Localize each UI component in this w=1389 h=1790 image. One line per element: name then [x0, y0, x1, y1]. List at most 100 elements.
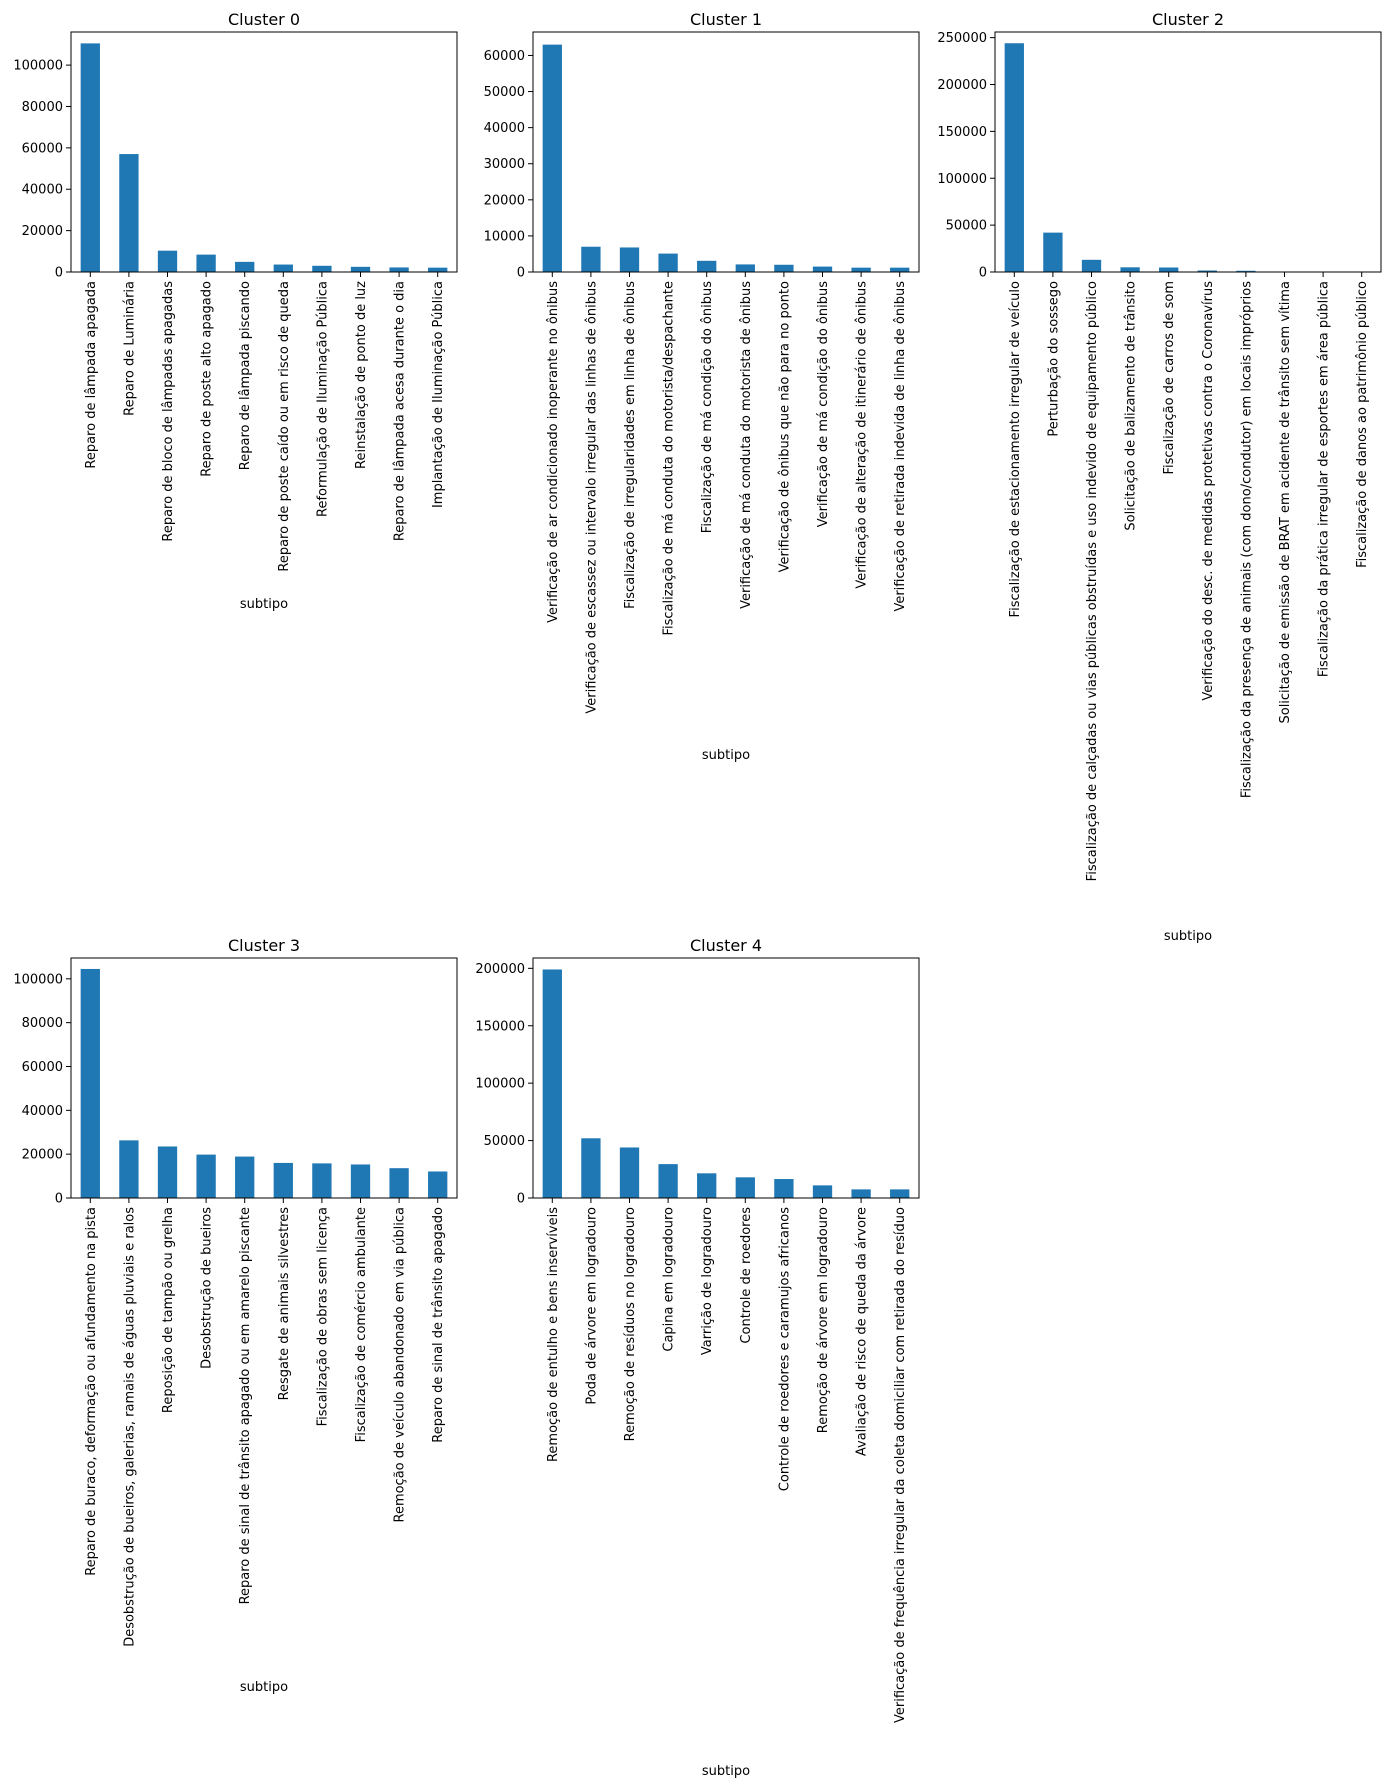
bar [619, 247, 640, 272]
x-tick-label: Verificação de má condição do ônibus [816, 281, 831, 528]
x-tick-label: Reinstalação de ponto de luz [354, 281, 369, 469]
x-tick-label: Reparo de poste alto apagado [200, 281, 215, 477]
x-tick-label: Avaliação de risco de queda da árvore [855, 1207, 870, 1456]
bar [196, 1154, 216, 1198]
bar [542, 44, 562, 272]
x-tick-label: Reposição de tampão ou grelha [161, 1207, 176, 1413]
y-tick-label: 80000 [22, 1016, 63, 1031]
x-tick-label: Reparo de buraco, deformação ou afundame… [84, 1207, 99, 1576]
x-tick-label: Reparo de sinal de trânsito apagado [431, 1207, 446, 1443]
x-tick-label: Reparo de bloco de lâmpadas apagadas [161, 281, 176, 542]
y-tick-label: 60000 [22, 1060, 63, 1075]
bar [735, 264, 755, 272]
y-tick-label: 100000 [13, 972, 63, 987]
x-tick-label: Perturbação do sossego [1046, 281, 1061, 437]
bar [697, 260, 717, 272]
bar [428, 267, 448, 272]
x-tick-label: Poda de árvore em logradouro [584, 1207, 599, 1405]
y-tick-label: 20000 [484, 193, 525, 208]
x-tick-label: Fiscalização da prática irregular de esp… [1317, 281, 1332, 677]
x-tick-label: Verificação de ar condicionado inoperant… [546, 281, 561, 623]
y-tick-label: 200000 [937, 78, 987, 93]
y-tick-label: 150000 [475, 1019, 525, 1034]
x-axis-label: subtipo [702, 748, 750, 763]
y-tick-label: 80000 [22, 100, 63, 115]
x-tick-label: Fiscalização de estacionamento irregular… [1008, 281, 1023, 617]
bar [350, 266, 371, 272]
x-tick-label: Fiscalização de irregularidades em linha… [623, 281, 638, 609]
x-tick-label: Fiscalização de comércio ambulante [354, 1207, 369, 1442]
y-tick-label: 100000 [475, 1077, 525, 1092]
x-tick-label: Reparo de lâmpada acesa durante o dia [393, 281, 408, 541]
x-tick-label: Reparo de Luminária [122, 281, 137, 416]
y-tick-label: 60000 [22, 141, 63, 156]
bar [1197, 270, 1217, 272]
bar [119, 1140, 139, 1198]
subplot-title: Cluster 4 [690, 936, 762, 955]
y-tick-label: 150000 [937, 125, 987, 140]
x-tick-label: Verificação de alteração de itinerário d… [855, 281, 870, 589]
subplot-title: Cluster 2 [1152, 10, 1224, 29]
x-axis-label: subtipo [1164, 929, 1212, 944]
axes-frame [994, 31, 1382, 273]
x-tick-label: Verificação do desc. de medidas protetiv… [1201, 281, 1216, 701]
bar [196, 254, 216, 272]
x-tick-label: Controle de roedores [739, 1207, 754, 1344]
x-tick-label: Fiscalização de má conduta do motorista/… [662, 281, 677, 636]
x-tick-label: Remoção de veículo abandonado em via púb… [393, 1207, 408, 1523]
bar [735, 1177, 755, 1198]
subplot-cluster-3: 0 20000 40000 60000 80000 100000 Reparo de bur… [13, 936, 458, 1695]
bar [157, 250, 178, 272]
bar [542, 969, 562, 1198]
x-tick-label: Reformulação de Iluminação Pública [315, 281, 330, 517]
bar [658, 1164, 678, 1198]
bar [119, 154, 139, 272]
x-tick-label: Desobstrução de bueiros [200, 1207, 215, 1369]
x-tick-label: Fiscalização de calçadas ou vias pública… [1085, 281, 1100, 881]
bar [389, 1168, 409, 1198]
x-tick-label: Solicitação de emissão de BRAT em aciden… [1278, 281, 1293, 724]
x-tick-label: Fiscalização de carros de som [1162, 281, 1177, 475]
y-tick-label: 250000 [937, 31, 987, 46]
y-tick-label: 50000 [484, 85, 525, 100]
bar [273, 264, 293, 272]
x-tick-label: Remoção de entulho e bens inservíveis [546, 1207, 561, 1462]
x-tick-label: Reparo de lâmpada piscando [238, 281, 253, 470]
x-tick-label: Resgate de animais silvestres [277, 1207, 292, 1401]
axes-frame [532, 31, 920, 273]
y-tick-label: 50000 [484, 1134, 525, 1149]
y-tick-label: 200000 [475, 962, 525, 977]
bar [389, 267, 409, 272]
bar [890, 267, 910, 272]
x-axis-label: subtipo [702, 1764, 750, 1779]
y-tick-label: 0 [517, 1192, 525, 1207]
y-tick-label: 100000 [13, 59, 63, 74]
x-tick-label: Verificação de ônibus que não para no po… [777, 281, 792, 572]
y-tick-label: 30000 [484, 157, 525, 172]
x-tick-label: Verificação de escassez ou intervalo irr… [584, 281, 599, 714]
y-tick-label: 20000 [22, 224, 63, 239]
axes-frame [70, 31, 458, 273]
bar [1081, 259, 1102, 272]
subplot-title: Cluster 1 [690, 10, 762, 29]
bar [80, 968, 100, 1198]
y-tick-label: 60000 [484, 49, 525, 64]
bar [581, 1138, 601, 1198]
bar [312, 1163, 332, 1198]
x-tick-label: Verificação de retirada indevida de linh… [893, 281, 908, 612]
subplot-title: Cluster 3 [228, 936, 300, 955]
bar [812, 1185, 833, 1198]
subplot-title: Cluster 0 [228, 10, 300, 29]
subplot-cluster-0: 0 20000 40000 60000 80000 100000 Reparo de lâm… [13, 10, 458, 612]
x-axis-label: subtipo [240, 1680, 288, 1695]
y-tick-label: 50000 [946, 219, 987, 234]
x-tick-label: Varrição de logradouro [700, 1207, 715, 1355]
x-tick-label: Desobstrução de bueiros, galerias, ramai… [122, 1207, 137, 1647]
bar [1159, 267, 1179, 272]
y-tick-label: 40000 [22, 1104, 63, 1119]
x-tick-label: Fiscalização de má condição do ônibus [700, 281, 715, 533]
bar [581, 246, 601, 272]
axes-frame [532, 957, 920, 1199]
